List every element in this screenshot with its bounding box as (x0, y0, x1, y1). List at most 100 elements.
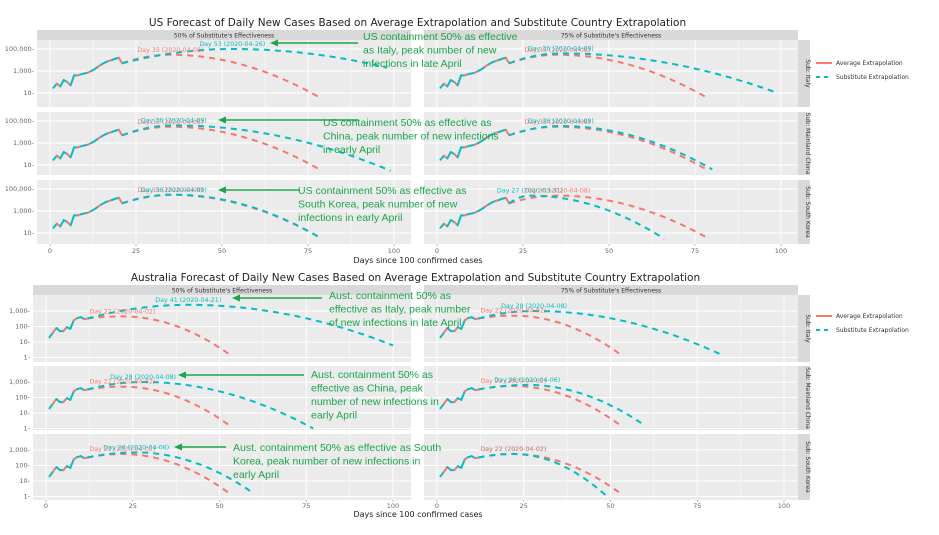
observed-line-segment (117, 196, 124, 205)
annotation-text-line: early April (233, 469, 279, 481)
annotation-text-line: as Italy, peak number of new (363, 45, 497, 57)
annotation-text-line: effective as China, peak (311, 383, 424, 395)
row-strip-label: Sub: South Korea (804, 441, 811, 493)
substitute-extrapolation-line (121, 193, 323, 240)
y-tick-label: 10- (23, 229, 34, 237)
average-peak-label: Day 22 (2020-04-02) (89, 379, 155, 386)
facet-panel: Day 22 (2020-04-02)Day 22 (2020-04-02) (424, 434, 798, 500)
annotation-text-line: China, peak number of new infections (323, 131, 499, 143)
arrow-head-icon (174, 443, 182, 451)
annotation-text-line: early April (311, 410, 357, 422)
annotation-text: Aust. containment 50% as effective as Ita… (329, 290, 471, 329)
x-axis-label: Days since 100 confirmed cases (353, 256, 482, 265)
x-tick-label: 0 (435, 247, 439, 255)
legend-label: Substitute Extrapolation (836, 74, 909, 81)
annotation-text: US containment 50% as effective as South … (298, 185, 466, 224)
observed-line-segment (504, 56, 511, 65)
panel-background (424, 434, 798, 500)
chart-title: Australia Forecast of Daily New Cases Ba… (131, 272, 700, 284)
observed-line-segment (446, 79, 452, 88)
observed-line-segment (59, 219, 65, 228)
annotation-text: Aust. containment 50% as effective as So… (233, 442, 441, 481)
facet-panel: Day 22 (2020-04-02)Day 26 (2020-04-06) (33, 434, 411, 500)
annotation-text-line: in early April (323, 144, 380, 156)
y-tick-label: 1- (24, 354, 31, 362)
x-tick-label: 25 (520, 502, 528, 510)
average-extrapolation-line (478, 314, 622, 356)
substitute-peak-label: Day 22 (2020-04-02) (480, 446, 546, 453)
observed-line-segment (69, 319, 75, 330)
panel-background (424, 366, 798, 430)
arrow-head-icon (218, 186, 226, 194)
facet-panel: Day 35 (2020-04-08)Day 36 (2020-04-09) (424, 40, 798, 107)
observed-line-segment (446, 219, 452, 228)
x-tick-label: 50 (218, 247, 226, 255)
annotation-text-line: Korea, peak number of new infections in (233, 456, 421, 468)
annotation-note: Aust. containment 50% as effective as So… (174, 442, 441, 481)
average-peak-label: Day 22 (2020-04-02) (480, 378, 546, 385)
observed-line-segment (460, 458, 466, 469)
y-tick-label: 10- (19, 477, 30, 485)
average-extrapolation-line (87, 315, 231, 356)
y-tick-label: 1,000- (13, 67, 35, 75)
x-tick-label: 0 (435, 502, 439, 510)
y-tick-label: 1,000- (13, 207, 35, 215)
annotation-note: US containment 50% as effective as South … (218, 185, 466, 224)
observed-line-segment (69, 390, 75, 401)
observed-line-segment (504, 128, 511, 137)
annotation-text: Aust. containment 50% as effective as Chi… (311, 369, 439, 422)
column-strip (424, 30, 798, 40)
average-peak-label: Day 22 (2020-04-02) (89, 308, 155, 315)
column-strip-label: 50% of Substitute's Effectiveness (174, 33, 274, 40)
panel-background (424, 40, 798, 107)
panel-background (37, 40, 411, 107)
x-axis-label: Days since 100 confirmed cases (353, 510, 482, 519)
legend: Average Extrapolation Substitute Extrapol… (816, 313, 909, 334)
y-tick-label: 1,000- (9, 307, 31, 315)
y-tick-label: 1,000- (9, 378, 31, 386)
row-strip-label: Sub: Italy (804, 59, 811, 88)
column-strip-label: 75% of Substitute's Effectiveness (561, 288, 661, 295)
substitute-peak-label: Day 36 (2020-04-09) (141, 117, 207, 124)
average-peak-label: Day 35 (2020-04-08) (137, 47, 203, 54)
observed-line-segment (446, 151, 452, 160)
observed-line-segment (456, 146, 463, 159)
annotation-text-line: US containment 50% as effective as (323, 117, 491, 129)
x-tick-label: 75 (693, 502, 701, 510)
annotation-text-line: US containment 50% as effective as (298, 185, 466, 197)
substitute-extrapolation-line (87, 381, 314, 430)
observed-line-segment (69, 146, 76, 159)
annotation-note: Aust. containment 50% as effective as Chi… (178, 369, 439, 422)
observed-line-segment (59, 151, 65, 160)
substitute-peak-label: Day 28 (2020-04-08) (501, 303, 567, 310)
substitute-extrapolation-line (87, 303, 394, 347)
average-peak-label: Day 35 (2020-04-08) (524, 47, 590, 54)
x-tick-label: 0 (48, 247, 52, 255)
panel-background (424, 295, 798, 362)
annotation-text-line: Aust. containment 50% as (311, 369, 433, 381)
facet-panel: Day 22 (2020-04-02)Day 41 (2020-04-21) (33, 295, 411, 362)
row-strip (798, 180, 810, 244)
x-tick-label: 100 (388, 247, 400, 255)
us-forecast-chart: US Forecast of Daily New Cases Based on … (5, 17, 909, 265)
facet-panel: Day 22 (2020-04-02)Day 28 (2020-04-08) (424, 295, 798, 362)
panel-background (424, 112, 798, 175)
observed-line-segment (504, 196, 511, 205)
average-peak-label: Day 35 (2020-04-08) (524, 119, 590, 126)
legend-label: Average Extrapolation (836, 60, 903, 67)
substitute-extrapolation-line (478, 453, 608, 498)
row-strip (798, 295, 810, 362)
row-strip-label: Sub: Italy (804, 314, 811, 343)
facet-panel: Day 35 (2020-04-08)Day 36 (2020-04-09) (424, 112, 798, 175)
y-tick-label: 100- (15, 394, 30, 402)
row-strip-label: Sub: Mainland China (804, 367, 811, 429)
column-strip (37, 30, 411, 40)
legend-label: Average Extrapolation (836, 313, 903, 320)
y-tick-label: 100,000- (5, 117, 35, 125)
panel-background (33, 434, 411, 500)
x-tick-label: 75 (691, 247, 699, 255)
x-tick-label: 75 (304, 247, 312, 255)
row-strip (798, 366, 810, 430)
annotation-text: US containment 50% as effective as Italy,… (363, 31, 518, 70)
annotation-text-line: Aust. containment 50% as effective as So… (233, 442, 441, 454)
